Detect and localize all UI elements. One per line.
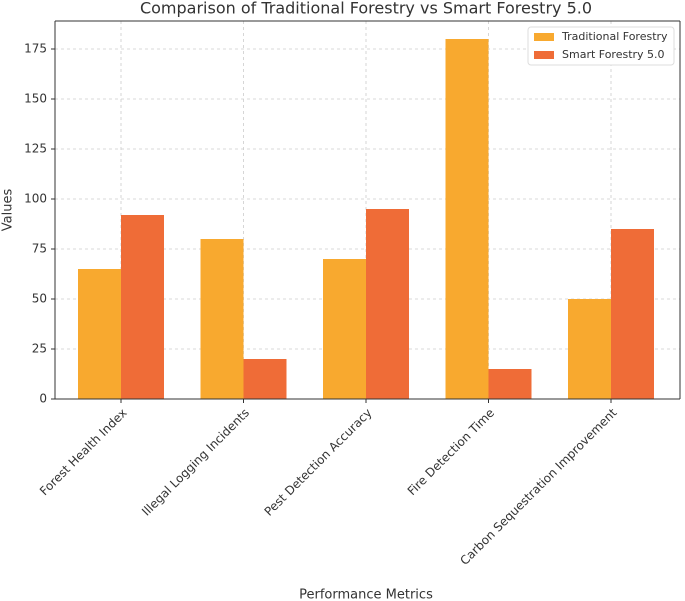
bar: [366, 209, 409, 399]
bar: [445, 39, 489, 399]
chart-title: Comparison of Traditional Forestry vs Sm…: [140, 0, 592, 18]
legend-label: Smart Forestry 5.0: [562, 48, 665, 61]
y-axis-label: Values: [1, 189, 16, 232]
bar: [611, 229, 654, 399]
bar: [243, 359, 287, 399]
x-tick-label: Pest Detection Accuracy: [262, 406, 375, 519]
y-tick-label: 75: [32, 242, 47, 256]
bar: [488, 369, 532, 399]
bar: [121, 215, 164, 399]
legend-box: [527, 26, 675, 66]
bar: [323, 259, 366, 399]
bar: [200, 239, 244, 399]
y-tick-label: 0: [39, 392, 47, 406]
y-tick-label: 100: [24, 192, 47, 206]
bar: [78, 269, 121, 399]
legend-swatch: [534, 33, 554, 41]
x-tick-label: Illegal Logging Incidents: [139, 406, 252, 519]
legend-swatch: [534, 51, 554, 59]
x-tick-label: Forest Health Index: [37, 406, 130, 499]
y-tick-label: 175: [24, 42, 47, 56]
legend-label: Traditional Forestry: [561, 30, 668, 43]
y-tick-label: 150: [24, 92, 47, 106]
x-axis-label: Performance Metrics: [299, 588, 433, 601]
x-tick-label: Fire Detection Time: [405, 406, 497, 498]
y-tick-label: 50: [32, 292, 47, 306]
bar: [568, 299, 611, 399]
y-tick-label: 25: [32, 342, 47, 356]
y-tick-label: 125: [24, 142, 47, 156]
